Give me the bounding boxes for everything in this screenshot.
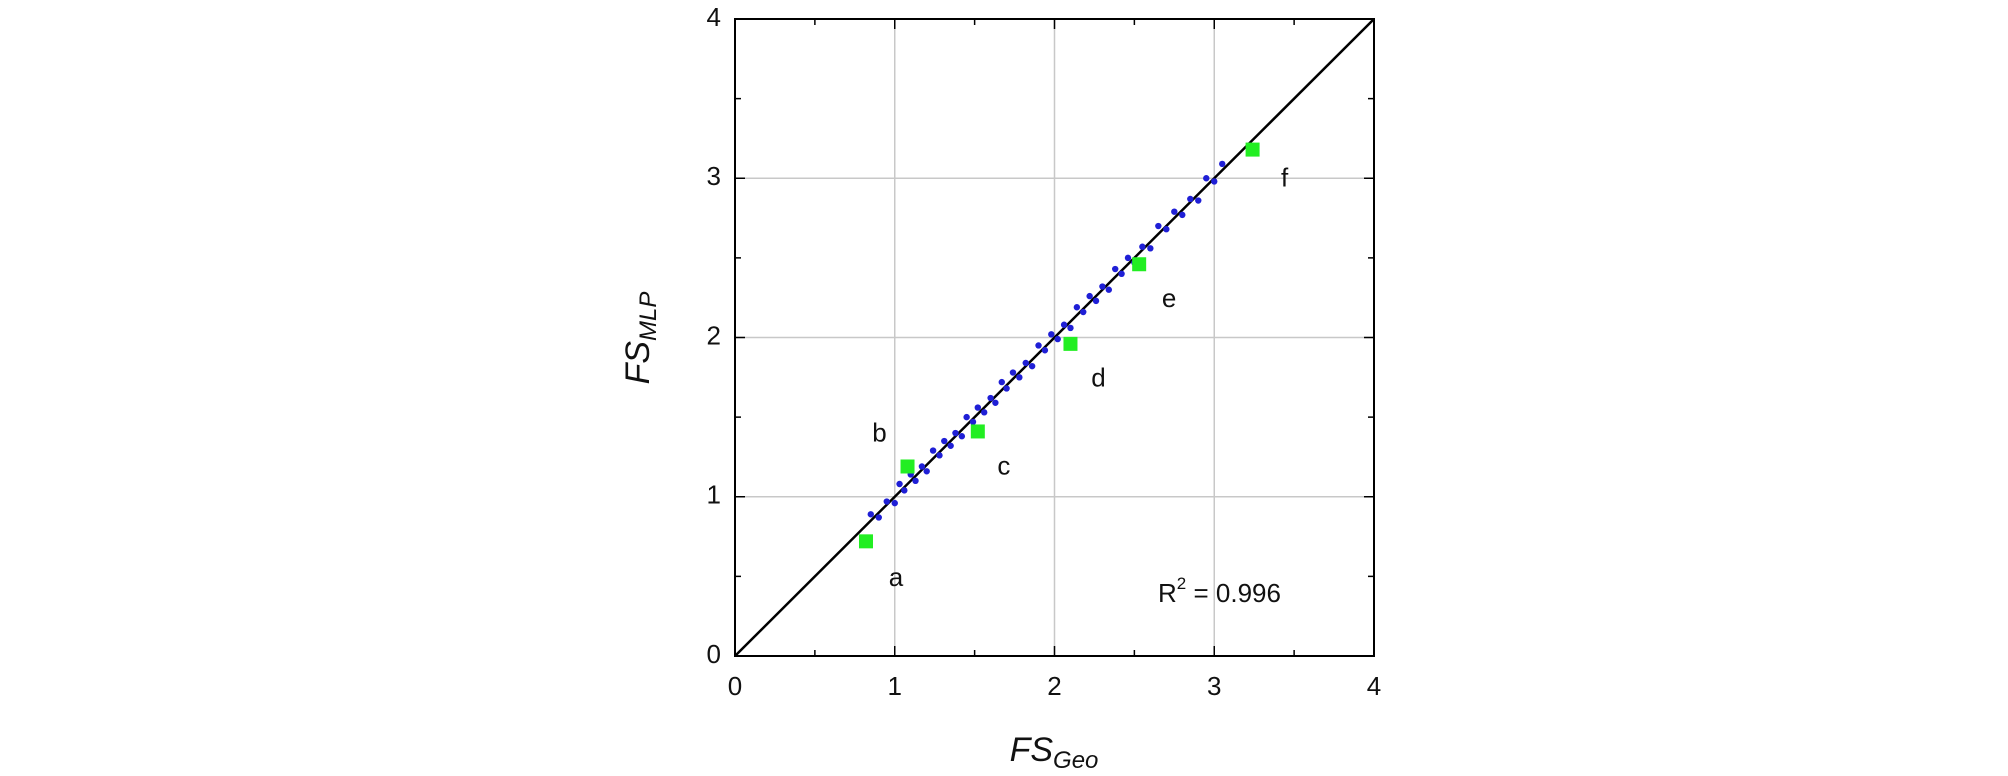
data-point [1105,286,1113,293]
data-point [1211,178,1218,185]
data-point [1067,324,1074,332]
data-point [912,477,919,485]
y-tick-label: 1 [707,480,721,510]
x-tick-label: 2 [1047,671,1061,701]
data-point [1195,197,1202,204]
data-point [1054,335,1061,343]
data-point [947,442,954,449]
x-title-sub: Geo [1053,747,1098,774]
data-point [1060,321,1068,328]
data-point [998,378,1005,386]
x-tick-label: 3 [1207,671,1221,701]
data-point [1139,243,1146,250]
data-point [1171,208,1178,215]
data-point [918,463,926,470]
r2-sup: 2 [1177,574,1186,593]
data-point [901,487,908,494]
point-label: f [1281,162,1289,192]
data-point [1179,211,1186,219]
data-point [936,452,943,459]
highlight-point [970,424,985,439]
y-tick-label: 3 [707,161,721,191]
point-label: c [997,450,1010,480]
x-axis-title: FSGeo [1010,731,1099,774]
data-point [974,404,982,411]
data-point [1187,195,1194,203]
data-point [1003,385,1010,392]
y-tick-label: 0 [707,639,721,669]
identity-line [734,18,1375,657]
y-axis-title: FSMLP [619,292,662,385]
data-point [941,437,948,445]
data-point [1112,265,1119,273]
data-point [896,480,903,488]
data-point [1099,283,1106,290]
data-point [1048,331,1055,338]
data-point [1219,160,1226,168]
r2-rest: = 0.996 [1186,578,1281,608]
point-label: e [1162,283,1176,313]
data-point [1080,308,1087,316]
data-point [963,413,970,421]
data-point [952,429,959,437]
data-point [1163,226,1170,233]
x-tick-label: 1 [888,671,902,701]
data-point [958,433,966,440]
point-label: d [1091,363,1105,393]
data-point [1016,374,1023,381]
data-point [883,498,890,505]
plot-frame [734,18,1375,657]
highlight-point [900,459,915,474]
data-point [1086,292,1093,300]
data-point [1155,222,1162,230]
data-point [992,399,999,406]
x-tick-label: 4 [1367,671,1381,701]
data-point [1035,342,1042,349]
data-point [1028,362,1036,370]
y-title-main: FS [619,341,657,385]
data-point [981,409,988,416]
y-tick-label: 2 [707,320,721,350]
x-tick-label: 0 [728,671,742,701]
data-point [1022,359,1029,367]
highlight-point [858,534,873,549]
point-label: b [872,417,886,447]
data-point [1203,175,1210,182]
highlight-point [1245,142,1260,157]
data-point [987,394,994,402]
data-point [969,418,977,426]
data-point [875,514,882,521]
r2-annotation: R2 = 0.996 [1158,574,1281,607]
data-point [923,468,930,475]
highlight-point [1132,257,1147,272]
data-point [1124,254,1132,262]
data-point [1073,304,1081,311]
y-tick-label: 4 [707,2,721,32]
r2-base: R [1158,578,1177,608]
data-point [1147,245,1154,252]
y-title-sub: MLP [635,292,662,341]
data-point [1009,369,1017,376]
point-label: a [889,562,904,592]
data-point [929,447,937,454]
data-point [891,499,898,507]
data-point [1041,347,1049,354]
highlight-point [1063,336,1078,351]
data-point [1092,297,1100,305]
x-title-main: FS [1010,731,1054,769]
data-point [867,511,874,518]
data-point [1118,270,1125,277]
